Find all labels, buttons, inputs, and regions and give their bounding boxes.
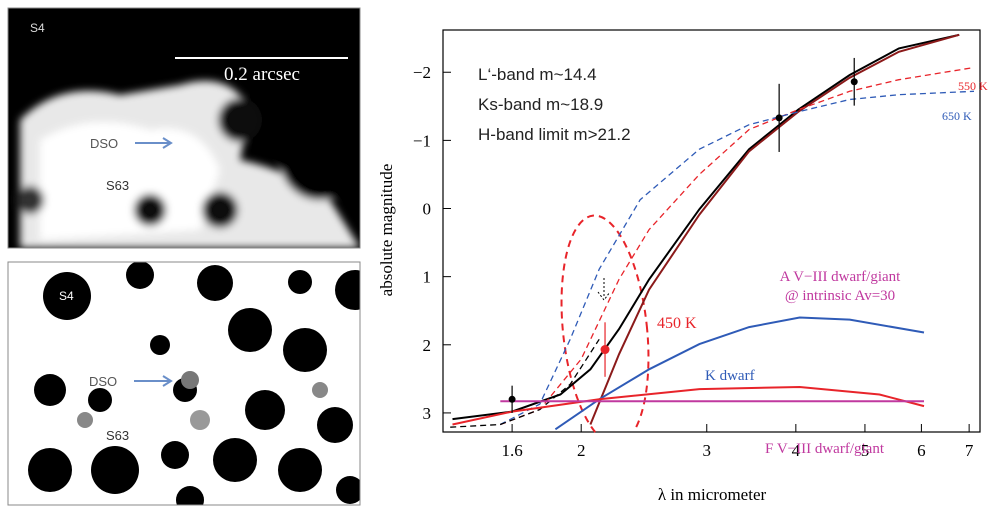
y-tick-label: −2 <box>413 63 431 82</box>
x-tick-label: 7 <box>965 441 974 460</box>
x-tick-label: 6 <box>917 441 926 460</box>
image-top <box>8 8 360 248</box>
image-label: S63 <box>106 428 129 443</box>
annotation: @ intrinsic Av=30 <box>785 288 895 304</box>
annotation: Ks-band m~18.9 <box>478 95 603 114</box>
annotation: A V−III dwarf/giant <box>780 269 901 285</box>
annotation: K dwarf <box>705 368 755 384</box>
data-point <box>509 396 516 403</box>
curve <box>453 387 925 425</box>
curve <box>590 35 959 425</box>
annotation: L‘-band m~14.4 <box>478 65 597 84</box>
y-tick-label: 1 <box>423 268 432 287</box>
data-point <box>851 78 858 85</box>
annotation: F V−III dwarf/giant <box>765 441 885 457</box>
annotation: 550 K <box>958 79 988 93</box>
annotation: 650 K <box>942 109 972 123</box>
figure: S4 0.2 arcsec DSO S63 S4 DSO S63 λ in mi… <box>0 0 994 511</box>
y-tick-label: −1 <box>413 131 431 150</box>
annotation: H-band limit m>21.2 <box>478 125 631 144</box>
image-label: S63 <box>106 178 129 193</box>
curve <box>453 35 960 419</box>
x-tick-label: 3 <box>703 441 712 460</box>
x-tick-label: 2 <box>577 441 586 460</box>
annotation: 450 K <box>657 315 697 332</box>
y-tick-label: 0 <box>423 200 432 219</box>
data-point <box>776 114 783 121</box>
image-label: DSO <box>90 136 118 151</box>
data-point <box>601 345 610 354</box>
image-label: DSO <box>89 374 117 389</box>
y-tick-label: 3 <box>423 404 432 423</box>
image-label: S4 <box>59 289 74 303</box>
x-tick-label: 1.6 <box>501 441 522 460</box>
y-tick-label: 2 <box>423 336 432 355</box>
image-label: S4 <box>30 21 45 35</box>
scale-label: 0.2 arcsec <box>224 64 300 85</box>
y-axis-label: absolute magnitude <box>377 164 396 297</box>
x-axis-label: λ in micrometer <box>658 485 767 504</box>
